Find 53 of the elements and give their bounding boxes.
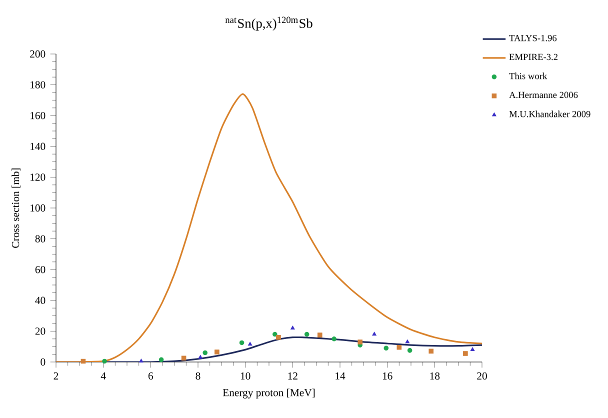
point [372,332,376,336]
y-tick-label: 0 [40,358,46,366]
x-tick-label: 14 [336,372,346,380]
point [407,348,412,353]
y-tick-label: 120 [30,174,46,181]
x-tick-label: 20 [477,372,487,380]
point [102,358,107,364]
point [158,357,164,362]
legend-label: M.U.Khandaker 2009 [509,110,590,118]
point [358,340,363,344]
x-tick-label: 16 [382,372,392,380]
legend-label: EMPIRE-3.2 [509,54,558,60]
y-tick-label: 200 [30,50,46,58]
legend-label: This work [509,72,548,80]
point [272,332,278,337]
y-tick-label: 180 [30,81,46,88]
legend-label: TALYS-1.96 [509,34,557,42]
x-tick-label: 8 [196,372,200,380]
legend-label: A.Hermanne 2006 [509,92,578,98]
point [317,332,322,338]
point [198,354,202,359]
point [405,340,410,344]
x-tick-label: 6 [148,372,154,380]
y-tick-label: 40 [35,296,46,304]
point [304,332,310,337]
point [428,348,434,354]
y-tick-label: 80 [35,235,46,242]
point [276,334,281,340]
y-tick-label: 140 [30,142,46,150]
x-tick-label: 18 [430,372,440,380]
point [202,350,208,356]
y-tick-label: 20 [35,328,46,335]
x-tick-label: 2 [54,372,58,380]
y-tick-label: 60 [35,266,46,274]
point [290,326,295,330]
x-axis-title: Energy proton [MeV] [222,388,315,398]
y-axis-title: Cross section [mb] [12,168,20,248]
point [332,336,336,342]
x-tick-label: 12 [288,372,298,380]
point [396,344,402,350]
point [139,358,144,363]
point [181,356,186,361]
point [384,346,389,351]
y-tick-label: 160 [30,112,46,120]
point [463,351,468,356]
x-tick-label: 4 [100,372,106,380]
point [239,340,244,346]
point [214,350,220,354]
chart-title: $^{nat}$Sn(p,x)$^{120m}$Sb [225,16,312,31]
point [470,347,475,352]
x-tick-label: 10 [240,372,250,380]
point [248,342,252,346]
y-tick-label: 100 [30,204,46,212]
